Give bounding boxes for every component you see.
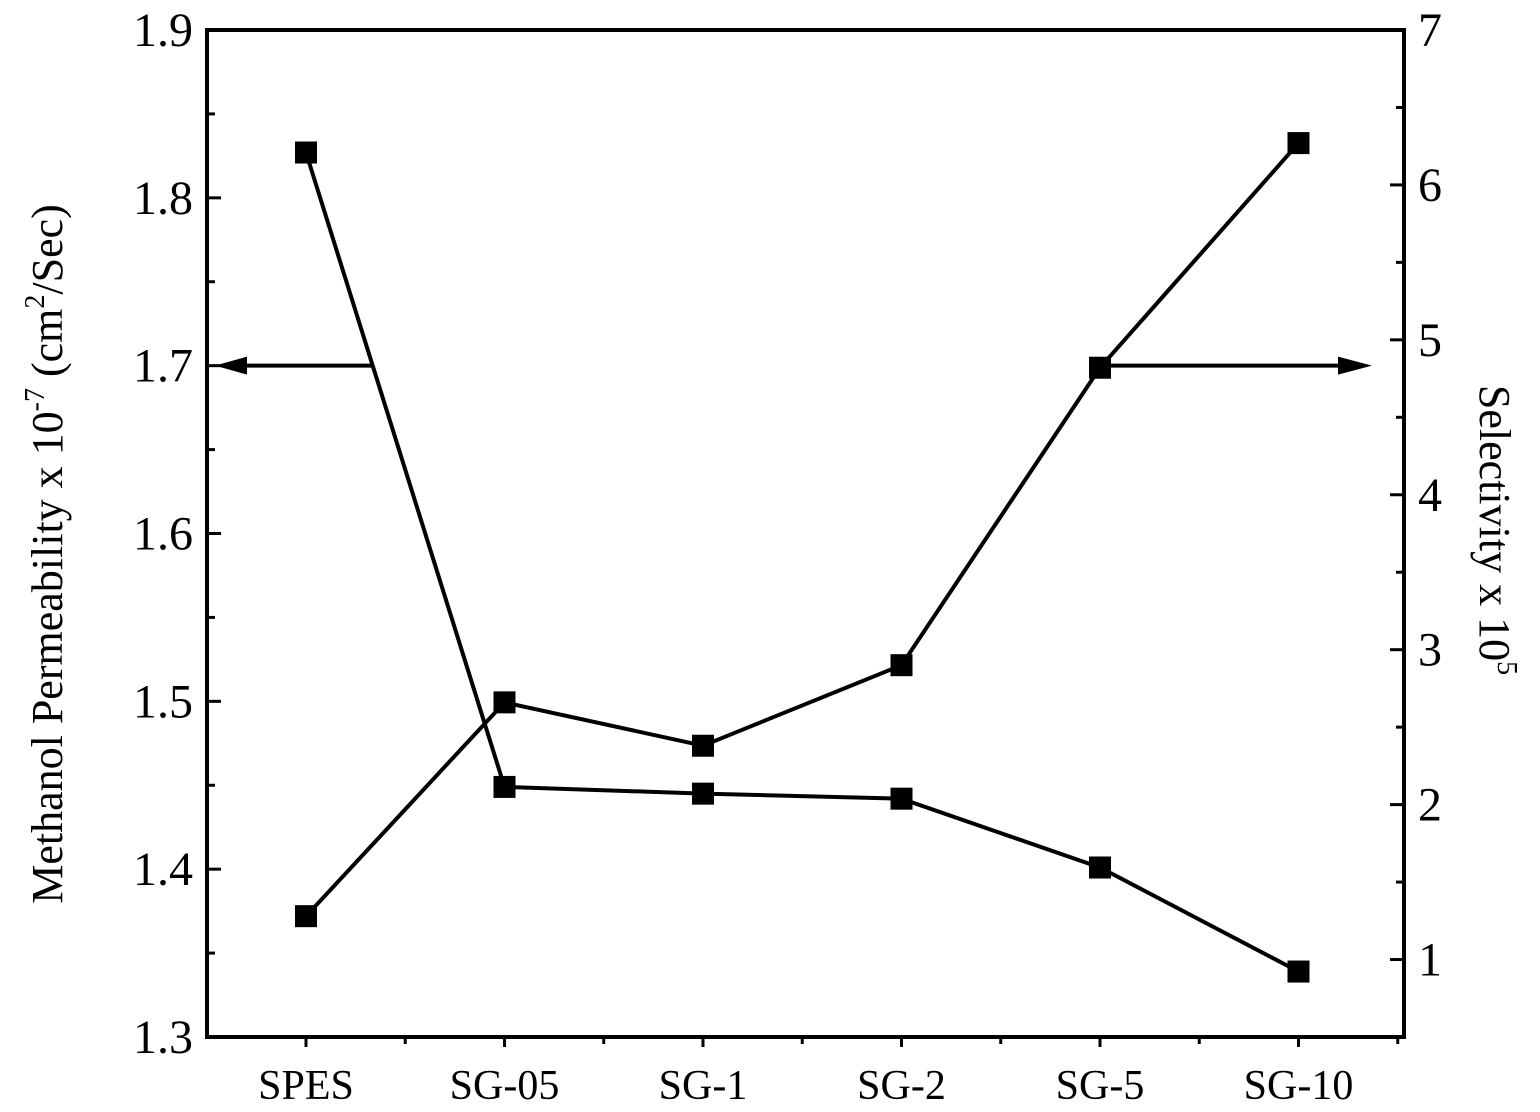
left-axis-data-point	[692, 782, 714, 805]
axis-indicator-arrows	[215, 356, 1372, 375]
left-tick-label: 1.7	[133, 340, 193, 393]
right-y-axis: 1 2 3 4 5 6 7	[1390, 4, 1442, 1039]
left-y-axis: 1.3 1.4 1.5 1.6 1.7 1.8 1.9	[133, 4, 221, 1064]
right-axis-arrow-head	[1338, 356, 1372, 375]
right-tick-label: 6	[1418, 159, 1442, 212]
right-axis-data-point	[890, 654, 913, 677]
left-axis-data-point	[890, 787, 913, 810]
plot-border	[205, 28, 1406, 1039]
right-tick-label: 4	[1418, 469, 1442, 522]
right-axis-data-point	[493, 691, 516, 714]
right-axis-data-point	[1287, 132, 1310, 155]
right-tick-label: 3	[1418, 624, 1442, 677]
left-tick-label: 1.4	[133, 843, 193, 896]
x-tick-label: SG-5	[1056, 1063, 1145, 1109]
x-tick-label: SG-05	[450, 1063, 560, 1109]
right-tick-label: 2	[1418, 779, 1442, 832]
left-tick-label: 1.5	[133, 675, 193, 728]
right-tick-label: 1	[1418, 934, 1442, 987]
x-tick-label: SG-2	[857, 1063, 946, 1109]
left-axis-arrow-head	[215, 356, 247, 375]
left-axis-data-point	[295, 141, 317, 164]
right-tick-label: 7	[1418, 4, 1442, 57]
x-tick-label: SPES	[258, 1063, 354, 1109]
left-axis-series-line	[304, 151, 1300, 974]
left-tick-label: 1.3	[133, 1011, 193, 1064]
right-axis-data-point	[692, 734, 714, 757]
right-axis-data-point	[1089, 356, 1111, 379]
left-axis-title: Methanol Permeability x 10-7 (cm2/Sec)	[20, 204, 72, 904]
right-axis-series-line	[304, 141, 1300, 918]
left-axis-data-point	[493, 775, 516, 798]
left-axis-data-point	[1287, 960, 1310, 983]
x-tick-label: SG-1	[659, 1063, 748, 1109]
plot-frame	[205, 28, 1406, 1039]
right-axis-data-point	[295, 905, 317, 928]
right-axis-title: Selectivity x 105	[1470, 385, 1522, 675]
left-tick-label: 1.6	[133, 508, 193, 561]
left-axis-data-point	[1089, 856, 1111, 879]
x-tick-label: SG-10	[1244, 1063, 1354, 1109]
left-tick-label: 1.9	[133, 4, 193, 57]
x-axis: SPES SG-05 SG-1 SG-2 SG-5 SG-10	[258, 1037, 1400, 1109]
series-layer	[295, 132, 1310, 983]
right-tick-label: 5	[1418, 314, 1442, 367]
left-tick-label: 1.8	[133, 172, 193, 225]
